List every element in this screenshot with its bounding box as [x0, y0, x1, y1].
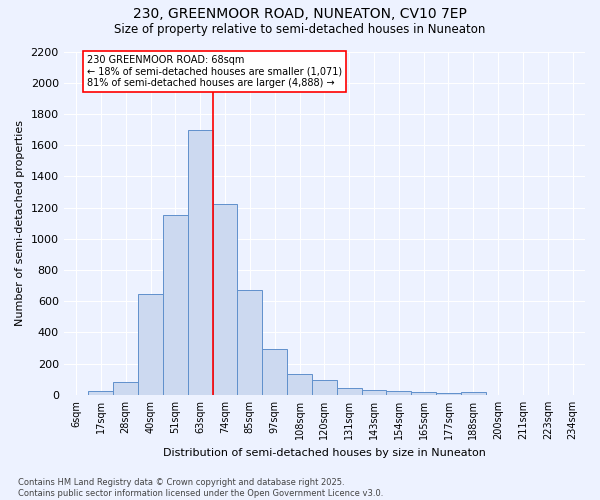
Bar: [262, 349, 287, 395]
Bar: [436, 392, 461, 395]
Bar: [212, 204, 238, 395]
Bar: [188, 130, 212, 395]
Y-axis label: Number of semi-detached properties: Number of semi-detached properties: [15, 120, 25, 326]
Bar: [238, 290, 262, 395]
Bar: [461, 392, 485, 395]
Text: 230, GREENMOOR ROAD, NUNEATON, CV10 7EP: 230, GREENMOOR ROAD, NUNEATON, CV10 7EP: [133, 8, 467, 22]
Bar: [337, 388, 362, 395]
Text: Size of property relative to semi-detached houses in Nuneaton: Size of property relative to semi-detach…: [115, 22, 485, 36]
Bar: [163, 216, 188, 395]
Bar: [411, 392, 436, 395]
Text: 230 GREENMOOR ROAD: 68sqm
← 18% of semi-detached houses are smaller (1,071)
81% : 230 GREENMOOR ROAD: 68sqm ← 18% of semi-…: [86, 54, 341, 88]
Text: Contains HM Land Registry data © Crown copyright and database right 2025.
Contai: Contains HM Land Registry data © Crown c…: [18, 478, 383, 498]
Bar: [362, 390, 386, 395]
Bar: [138, 294, 163, 395]
Bar: [287, 374, 312, 395]
Bar: [88, 391, 113, 395]
Bar: [312, 380, 337, 395]
Bar: [386, 391, 411, 395]
Bar: [113, 382, 138, 395]
X-axis label: Distribution of semi-detached houses by size in Nuneaton: Distribution of semi-detached houses by …: [163, 448, 486, 458]
